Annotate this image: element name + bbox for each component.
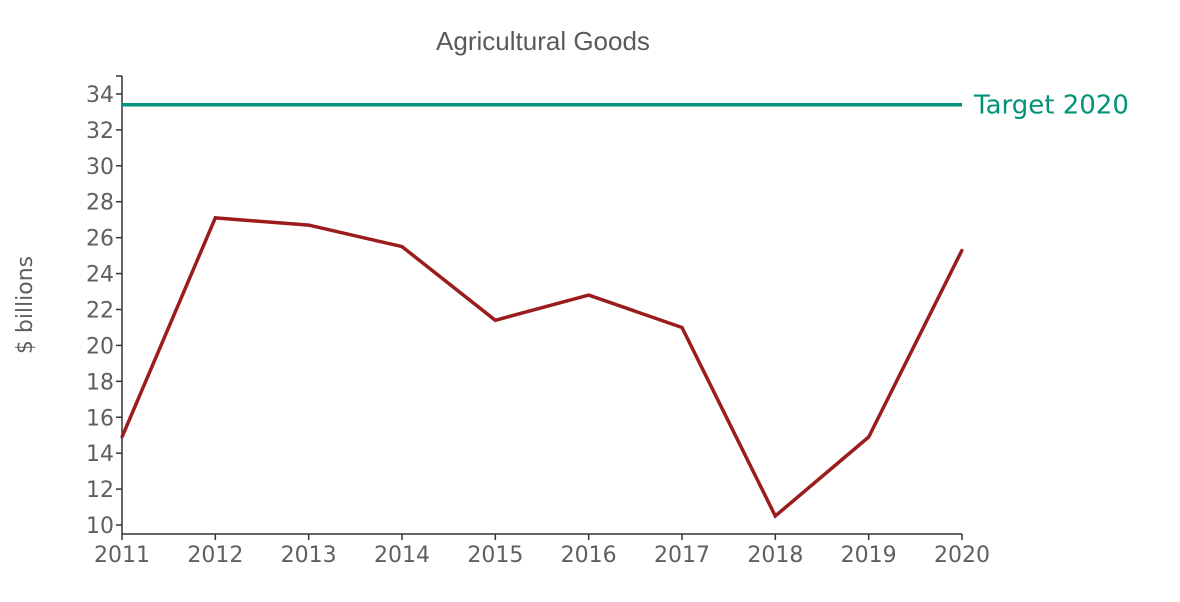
axes — [116, 75, 962, 535]
target-line-label: Target 2020 — [973, 91, 1129, 121]
x-tick-label: 2017 — [654, 543, 710, 568]
y-tick-label: 12 — [86, 478, 114, 503]
y-tick-label: 20 — [86, 334, 114, 359]
y-tick-label: 30 — [86, 155, 114, 180]
x-tick-label: 2013 — [281, 543, 337, 568]
x-tick-label: 2015 — [467, 543, 523, 568]
x-tick-label: 2019 — [841, 543, 897, 568]
chart-title: Agricultural Goods — [436, 26, 650, 56]
y-tick-label: 28 — [86, 191, 114, 216]
y-tick-label: 18 — [86, 370, 114, 395]
y-tick-label: 16 — [86, 406, 114, 431]
data-point — [773, 514, 777, 518]
y-axis-label: $ billions — [13, 256, 38, 354]
data-point — [400, 245, 404, 249]
data-point — [867, 435, 871, 439]
x-tick-label: 2020 — [934, 543, 990, 568]
y-tick-label: 26 — [86, 227, 114, 252]
x-tick-label: 2018 — [747, 543, 803, 568]
data-point — [960, 248, 964, 252]
data-point — [213, 216, 217, 220]
data-point — [307, 223, 311, 227]
x-axis-ticks: 2011 2012 2013 2014 2015 2016 2017 2018 2019 2020 — [94, 534, 990, 568]
y-tick-label: 34 — [86, 83, 114, 108]
y-tick-label: 24 — [86, 263, 114, 288]
y-tick-label: 10 — [86, 514, 114, 539]
data-point — [680, 325, 684, 329]
series-group — [120, 216, 964, 519]
target-line-group: Target 2020 — [122, 91, 1129, 121]
y-axis-ticks: 10 12 14 16 18 20 22 24 26 28 30 32 34 — [86, 83, 122, 539]
y-tick-label: 14 — [86, 442, 114, 467]
x-tick-label: 2011 — [94, 543, 150, 568]
y-tick-label: 22 — [86, 298, 114, 323]
x-tick-label: 2014 — [374, 543, 430, 568]
series-line — [120, 216, 964, 519]
data-point — [493, 318, 497, 322]
y-tick-label: 32 — [86, 119, 114, 144]
data-point — [587, 293, 591, 297]
data-point — [120, 435, 124, 439]
x-tick-label: 2016 — [561, 543, 617, 568]
x-tick-label: 2012 — [187, 543, 243, 568]
